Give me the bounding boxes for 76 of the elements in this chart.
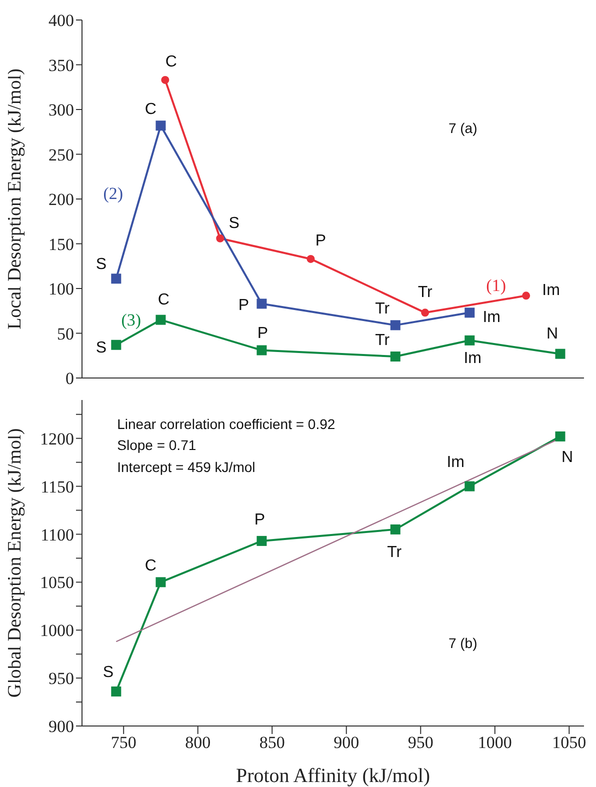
y-tick-label: 1050	[40, 573, 74, 592]
series-label: (3)	[121, 310, 142, 330]
annotation: Slope = 0.71	[117, 437, 196, 454]
point	[390, 352, 400, 362]
x-tick-label: 950	[408, 733, 434, 752]
y-tick-label: 350	[48, 56, 74, 75]
y-tick-label: 900	[48, 717, 74, 736]
x-tick-label: 850	[259, 733, 285, 752]
y-tick-label: 300	[48, 100, 74, 120]
point	[522, 292, 530, 300]
annotation: C	[165, 53, 177, 70]
annotation: Im	[446, 454, 465, 471]
point	[256, 345, 267, 356]
point	[256, 298, 267, 309]
annotation: Im	[542, 282, 560, 300]
annotation: S	[228, 214, 240, 232]
annotation: Im	[482, 309, 501, 326]
point	[111, 340, 122, 350]
x-tick-label: 1050	[552, 733, 586, 752]
annotation: Tr	[375, 300, 390, 318]
y-tick-label: 0	[66, 369, 74, 388]
point	[111, 686, 122, 696]
annotation: 7 (a)	[448, 120, 478, 136]
y-tick-label: 50	[57, 324, 74, 344]
y-tick-label: 200	[48, 190, 74, 210]
annotation: N	[561, 448, 574, 466]
point	[156, 314, 166, 325]
x-axis-title: Proton Affinity (kJ/mol)	[236, 765, 430, 787]
y-tick-label: 150	[48, 234, 74, 254]
y-tick-label: 1200	[40, 429, 74, 448]
point	[464, 308, 475, 318]
point	[555, 431, 566, 442]
point	[161, 76, 170, 84]
y-tick-label: 1000	[40, 621, 74, 640]
x-tick-label: 900	[334, 733, 360, 752]
x-tick-label: 1000	[478, 733, 512, 752]
point	[111, 274, 122, 284]
annotation: P	[238, 297, 250, 314]
annotation: Tr	[418, 284, 434, 302]
annotation: P	[257, 324, 268, 342]
x-tick-label: 750	[110, 733, 136, 752]
point	[216, 234, 224, 242]
point	[464, 481, 475, 492]
point	[555, 348, 566, 359]
y-tick-label: 1150	[40, 477, 74, 496]
point	[306, 254, 315, 263]
annotation: Tr	[387, 544, 402, 561]
annotation: 7 (b)	[448, 634, 478, 651]
y-tick-label: 950	[48, 669, 74, 688]
point	[390, 524, 400, 534]
y-tick-label: 250	[48, 145, 74, 164]
annotation: N	[546, 325, 558, 342]
y-tick-label: 400	[48, 11, 74, 30]
y-tick-label: 1100	[40, 525, 74, 544]
annotation: Tr	[375, 332, 390, 350]
annotation: S	[102, 664, 114, 681]
point	[256, 536, 267, 546]
annotation: C	[144, 558, 156, 575]
series-label: (1)	[486, 276, 506, 296]
y-tick-label: 100	[48, 280, 74, 299]
annotation: Im	[464, 350, 482, 367]
point	[390, 320, 400, 330]
annotation: S	[96, 339, 106, 356]
annotation: C	[158, 291, 170, 308]
annotation: Linear correlation coefficient = 0.92	[117, 416, 336, 432]
series-label: (2)	[103, 184, 124, 204]
point	[156, 120, 166, 131]
annotation: C	[144, 101, 156, 118]
annotation: P	[254, 511, 266, 528]
x-tick-label: 800	[185, 733, 211, 752]
annotation: S	[96, 256, 106, 274]
annotation: P	[315, 232, 326, 250]
point	[156, 577, 166, 588]
point	[421, 308, 430, 317]
annotation: Intercept = 459 kJ/mol	[117, 458, 256, 475]
point	[464, 335, 475, 346]
